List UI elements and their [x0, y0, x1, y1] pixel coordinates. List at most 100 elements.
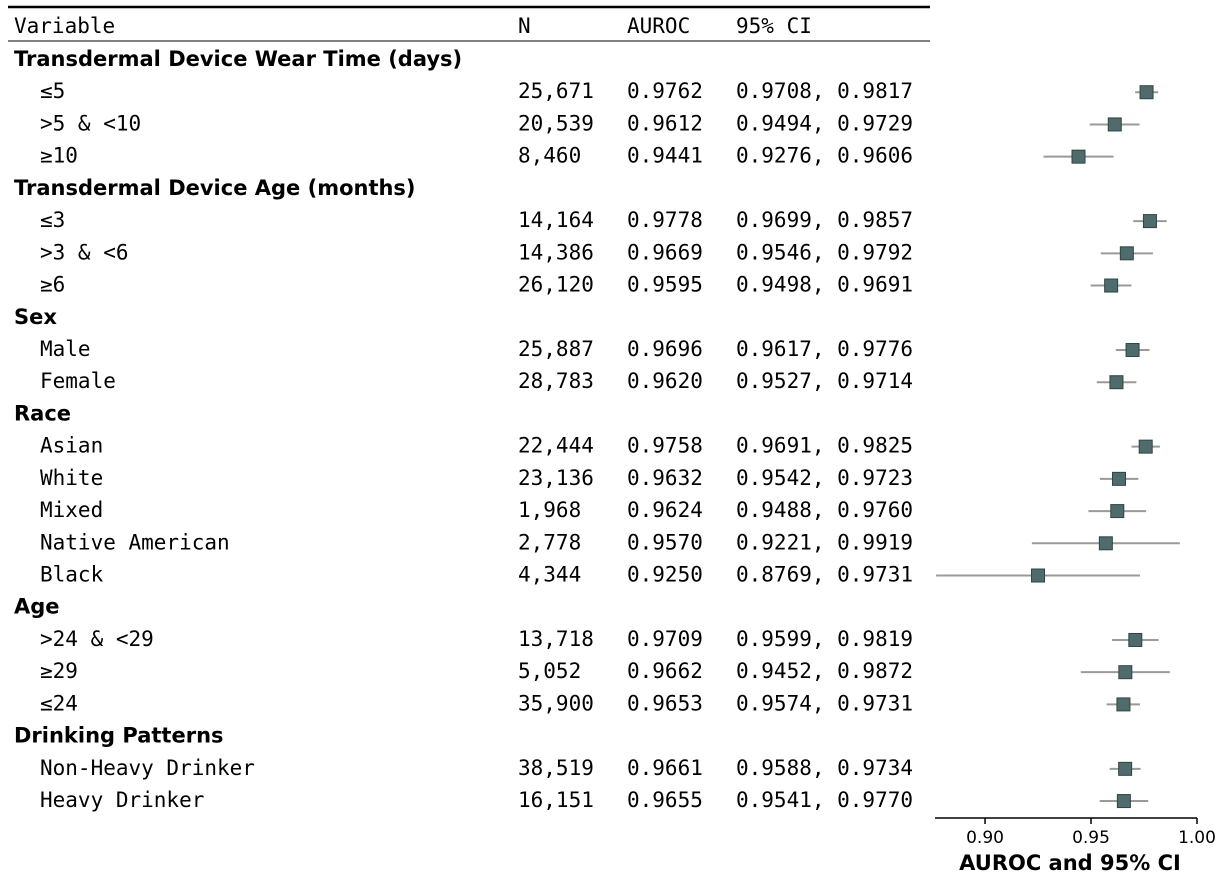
ci-value: 0.9588, 0.9734	[736, 756, 913, 780]
auroc-marker	[1118, 665, 1133, 680]
auroc-marker	[1128, 632, 1143, 647]
row-label: Black	[40, 563, 104, 587]
auroc-value: 0.9612	[627, 111, 703, 135]
x-tick-label: 0.95	[1072, 828, 1110, 848]
auroc-marker	[1119, 246, 1134, 261]
ci-value: 0.9276, 0.9606	[736, 144, 913, 168]
n-value: 22,444	[518, 434, 594, 458]
row-label: ≤5	[40, 79, 65, 103]
row-label: Asian	[40, 434, 103, 458]
n-value: 23,136	[518, 466, 594, 490]
auroc-value: 0.9570	[627, 530, 703, 554]
row-label: >24 & <29	[40, 627, 154, 651]
auroc-marker	[1031, 568, 1046, 583]
n-value: 38,519	[518, 756, 594, 780]
n-value: 2,778	[518, 530, 581, 554]
row-label: ≥10	[40, 144, 78, 168]
x-tick-label: 0.90	[966, 828, 1004, 848]
auroc-value: 0.9709	[627, 627, 703, 651]
auroc-value: 0.9762	[627, 79, 703, 103]
auroc-value: 0.9624	[627, 498, 703, 522]
column-header: AUROC	[627, 14, 690, 38]
column-header: N	[518, 14, 531, 38]
ci-value: 0.9574, 0.9731	[736, 691, 913, 715]
auroc-value: 0.9595	[627, 273, 703, 297]
n-value: 14,386	[518, 240, 594, 264]
auroc-marker	[1125, 342, 1140, 357]
ci-value: 0.9498, 0.9691	[736, 273, 913, 297]
n-value: 5,052	[518, 659, 581, 683]
ci-value: 0.9708, 0.9817	[736, 79, 913, 103]
row-label: ≥29	[40, 659, 78, 683]
auroc-marker	[1110, 504, 1125, 519]
group-header: Age	[14, 595, 60, 619]
row-label: Native American	[40, 530, 230, 554]
auroc-value: 0.9778	[627, 208, 703, 232]
n-value: 14,164	[518, 208, 594, 232]
row-label: Female	[40, 369, 116, 393]
column-header: Variable	[14, 14, 115, 38]
auroc-marker	[1111, 471, 1126, 486]
ci-value: 0.9541, 0.9770	[736, 788, 913, 812]
auroc-value: 0.9250	[627, 563, 703, 587]
group-header: Drinking Patterns	[14, 724, 224, 748]
ci-value: 0.9691, 0.9825	[736, 434, 913, 458]
auroc-value: 0.9661	[627, 756, 703, 780]
ci-value: 0.9488, 0.9760	[736, 498, 913, 522]
group-header: Transdermal Device Wear Time (days)	[14, 47, 462, 71]
ci-value: 0.9221, 0.9919	[736, 530, 913, 554]
column-header: 95% CI	[736, 14, 812, 38]
row-label: Heavy Drinker	[40, 788, 204, 812]
row-label: Mixed	[40, 498, 103, 522]
ci-value: 0.9546, 0.9792	[736, 240, 913, 264]
auroc-value: 0.9758	[627, 434, 703, 458]
ci-value: 0.9617, 0.9776	[736, 337, 913, 361]
ci-value: 0.9452, 0.9872	[736, 659, 913, 683]
auroc-value: 0.9696	[627, 337, 703, 361]
n-value: 25,671	[518, 79, 594, 103]
row-label: >5 & <10	[40, 111, 141, 135]
auroc-value: 0.9441	[627, 144, 703, 168]
auroc-value: 0.9632	[627, 466, 703, 490]
auroc-value: 0.9620	[627, 369, 703, 393]
auroc-value: 0.9655	[627, 788, 703, 812]
auroc-value: 0.9662	[627, 659, 703, 683]
ci-value: 0.8769, 0.9731	[736, 563, 913, 587]
n-value: 35,900	[518, 691, 594, 715]
ci-value: 0.9699, 0.9857	[736, 208, 913, 232]
auroc-marker	[1139, 85, 1154, 100]
auroc-marker	[1118, 761, 1133, 776]
auroc-marker	[1071, 149, 1086, 164]
ci-value: 0.9542, 0.9723	[736, 466, 913, 490]
auroc-marker	[1107, 117, 1122, 132]
row-label: ≤3	[40, 208, 65, 232]
x-axis-label: AUROC and 95% CI	[959, 851, 1181, 875]
row-label: ≤24	[40, 691, 78, 715]
auroc-marker	[1116, 794, 1131, 809]
n-value: 25,887	[518, 337, 594, 361]
row-label: Non-Heavy Drinker	[40, 756, 255, 780]
group-header: Sex	[14, 305, 57, 329]
n-value: 8,460	[518, 144, 581, 168]
auroc-marker	[1116, 697, 1131, 712]
x-tick-label: 1.00	[1178, 828, 1216, 848]
ci-value: 0.9599, 0.9819	[736, 627, 913, 651]
n-value: 26,120	[518, 273, 594, 297]
row-label: >3 & <6	[40, 240, 129, 264]
auroc-value: 0.9653	[627, 691, 703, 715]
auroc-value: 0.9669	[627, 240, 703, 264]
group-header: Transdermal Device Age (months)	[14, 176, 416, 200]
n-value: 20,539	[518, 111, 594, 135]
row-label: Male	[40, 337, 91, 361]
group-header: Race	[14, 401, 71, 425]
n-value: 28,783	[518, 369, 594, 393]
row-label: ≥6	[40, 273, 65, 297]
n-value: 16,151	[518, 788, 594, 812]
n-value: 1,968	[518, 498, 581, 522]
auroc-marker	[1109, 375, 1124, 390]
row-label: White	[40, 466, 103, 490]
auroc-marker	[1138, 439, 1153, 454]
auroc-marker	[1104, 278, 1119, 293]
n-value: 4,344	[518, 563, 581, 587]
